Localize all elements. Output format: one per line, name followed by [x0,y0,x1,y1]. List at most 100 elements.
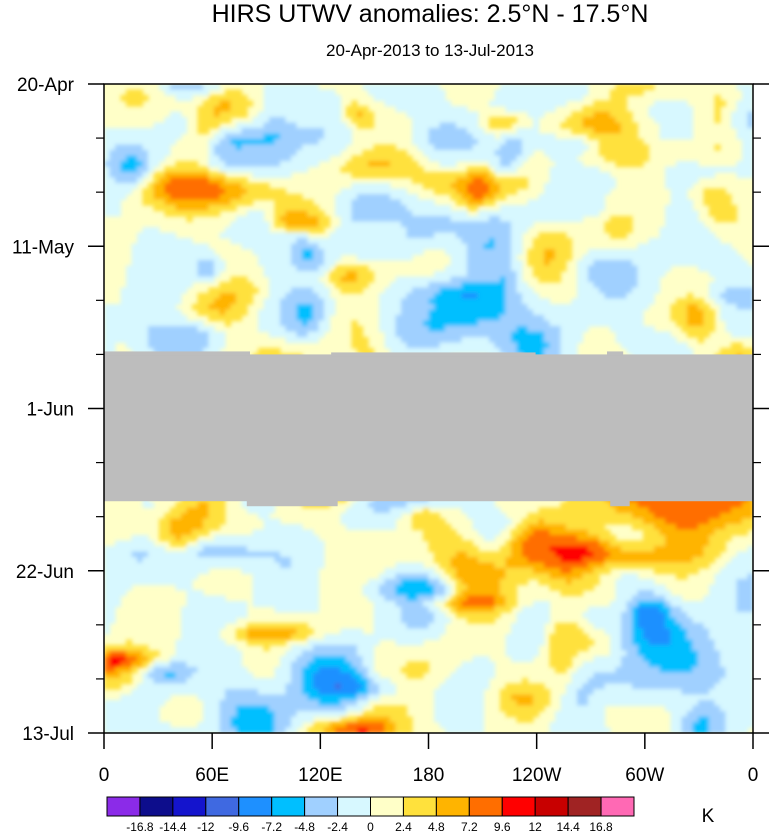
field-cell [588,254,595,261]
field-cell [593,249,600,256]
field-cell [505,309,512,316]
field-cell [181,177,188,184]
field-cell [582,199,589,206]
field-cell [494,260,501,267]
field-cell [577,194,584,201]
field-cell [181,205,188,212]
field-cell [489,133,496,140]
field-cell [351,249,358,256]
field-cell [500,265,507,272]
field-cell [676,100,683,107]
field-cell [489,161,496,168]
field-cell [626,122,633,129]
field-cell [263,155,270,162]
field-cell [538,249,545,256]
field-cell [142,133,149,140]
field-cell [175,315,182,322]
field-cell [230,161,237,168]
field-cell [258,326,265,333]
field-cell [395,287,402,294]
field-cell [709,249,716,256]
field-cell [571,298,578,305]
field-cell [747,166,753,173]
field-cell [588,309,595,316]
field-cell [274,282,281,289]
field-cell [472,111,479,118]
field-cell [489,304,496,311]
field-cell [390,84,397,91]
field-cell [527,304,534,311]
field-cell [472,331,479,338]
field-cell [142,139,149,146]
field-cell [599,188,606,195]
field-cell [329,95,336,102]
field-cell [709,210,716,217]
field-cell [142,298,149,305]
field-cell [555,150,562,157]
field-cell [120,166,127,173]
field-cell [577,150,584,157]
field-cell [472,227,479,234]
field-cell [703,254,710,261]
field-cell [588,287,595,294]
field-cell [159,205,166,212]
field-cell [406,287,413,294]
field-cell [296,243,303,250]
field-cell [395,188,402,195]
field-cell [489,210,496,217]
field-cell [406,199,413,206]
field-cell [324,320,331,327]
field-cell [109,172,116,179]
field-cell [714,144,721,151]
field-cell [329,100,336,107]
field-cell [472,320,479,327]
field-cell [434,227,441,234]
field-cell [533,243,540,250]
field-cell [615,315,622,322]
field-cell [395,199,402,206]
field-cell [527,337,534,344]
field-cell [197,337,204,344]
field-cell [351,320,358,327]
field-cell [225,309,232,316]
field-cell [296,315,303,322]
field-cell [307,89,314,96]
field-cell [681,309,688,316]
field-cell [412,342,419,349]
field-cell [461,337,468,344]
field-cell [131,161,138,168]
field-cell [351,342,358,349]
field-cell [395,172,402,179]
field-cell [467,216,474,223]
field-cell [571,194,578,201]
field-cell [401,276,408,283]
field-cell [681,122,688,129]
field-cell [549,183,556,190]
field-cell [648,243,655,250]
field-cell [395,249,402,256]
field-cell [373,144,380,151]
field-cell [439,309,446,316]
field-cell [153,122,160,129]
field-cell [621,117,628,124]
field-cell [604,155,611,162]
field-cell [263,188,270,195]
field-cell [731,304,738,311]
field-cell [720,315,727,322]
field-cell [379,144,386,151]
field-cell [472,177,479,184]
field-cell [401,293,408,300]
field-cell [335,232,342,239]
field-cell [329,117,336,124]
field-cell [406,89,413,96]
field-cell [698,249,705,256]
field-cell [126,89,133,96]
field-cell [351,100,358,107]
field-cell [698,166,705,173]
field-cell [687,177,694,184]
field-cell [170,326,177,333]
field-cell [274,260,281,267]
field-cell [175,287,182,294]
field-cell [412,117,419,124]
field-cell [489,144,496,151]
